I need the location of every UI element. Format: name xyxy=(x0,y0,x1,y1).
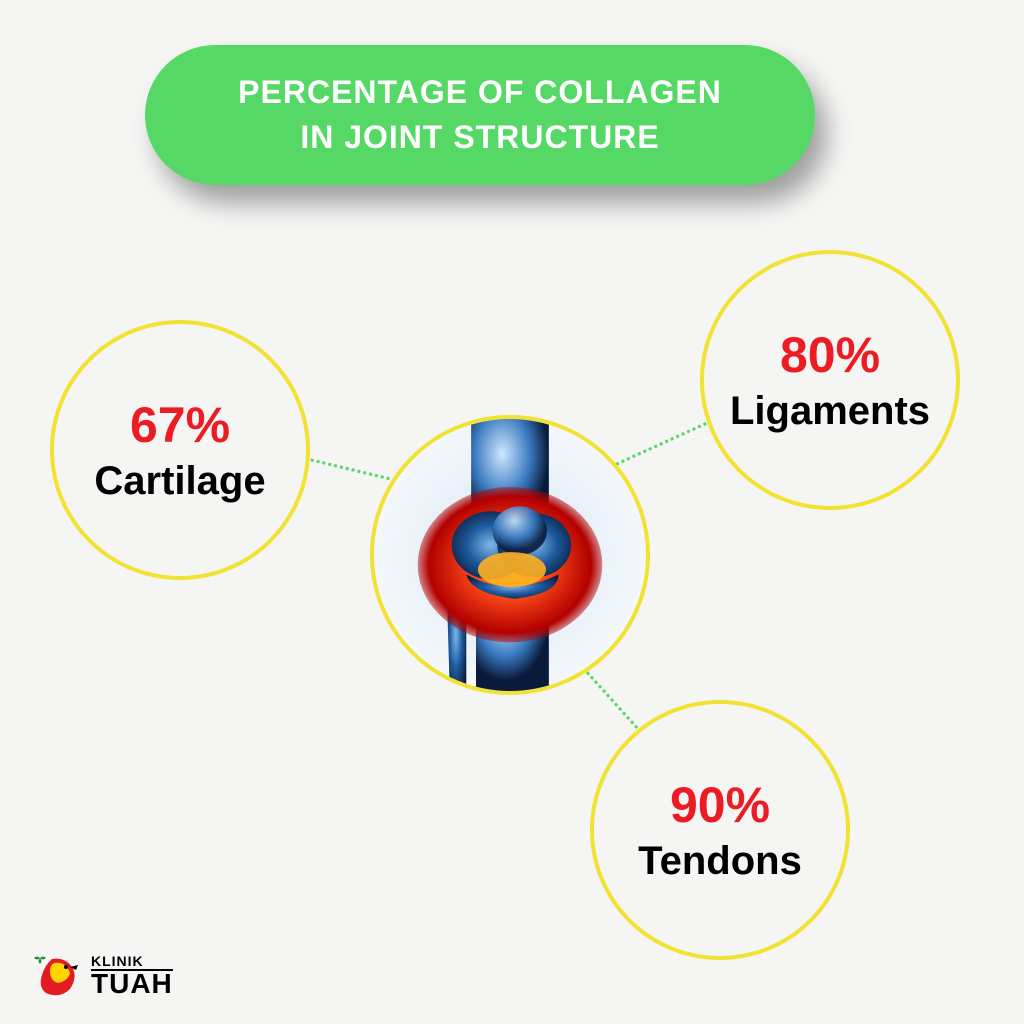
ligaments-label: Ligaments xyxy=(730,389,930,433)
title-line-1: PERCENTAGE OF COLLAGEN xyxy=(238,70,722,115)
title-pill: PERCENTAGE OF COLLAGEN IN JOINT STRUCTUR… xyxy=(145,45,815,185)
knee-joint-image xyxy=(370,415,650,695)
logo-icon xyxy=(30,949,85,1004)
bubble-tendons: 90% Tendons xyxy=(590,700,850,960)
cartilage-percent: 67% xyxy=(130,398,230,453)
bubble-ligaments: 80% Ligaments xyxy=(700,250,960,510)
cartilage-label: Cartilage xyxy=(94,459,265,503)
logo-line-2: TUAH xyxy=(91,971,173,998)
knee-illustration xyxy=(374,419,646,691)
tendons-percent: 90% xyxy=(670,778,770,833)
bubble-cartilage: 67% Cartilage xyxy=(50,320,310,580)
ligaments-percent: 80% xyxy=(780,328,880,383)
tendons-label: Tendons xyxy=(638,839,802,883)
brand-logo: KLINIK TUAH xyxy=(30,949,173,1004)
logo-text: KLINIK TUAH xyxy=(91,955,173,998)
title-line-2: IN JOINT STRUCTURE xyxy=(300,115,659,160)
